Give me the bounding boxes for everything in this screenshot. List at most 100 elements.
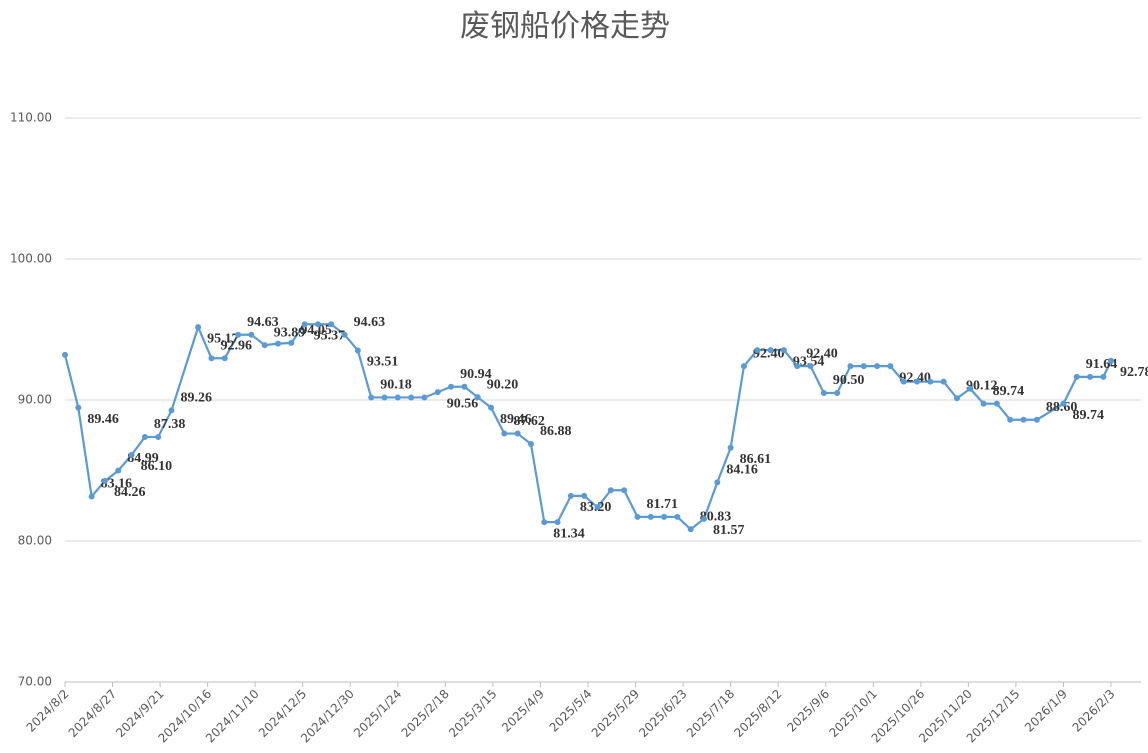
point (1100, 373, 1107, 380)
point (967, 385, 974, 392)
point (581, 492, 588, 499)
point (488, 404, 495, 411)
value-label: 90.50 (833, 373, 865, 388)
point (607, 487, 614, 494)
value-label: 87.38 (154, 417, 186, 432)
point (394, 394, 401, 401)
point (634, 513, 641, 520)
point (501, 430, 508, 437)
value-label: 88.60 (1046, 400, 1078, 415)
point (887, 363, 894, 370)
point (820, 389, 827, 396)
point (275, 340, 282, 347)
value-label: 93.51 (367, 355, 399, 370)
value-label: 89.74 (1072, 408, 1104, 423)
point (527, 440, 534, 447)
point (448, 383, 455, 390)
point (1108, 357, 1114, 364)
point (341, 331, 348, 338)
y-tick-label: 90.00 (18, 393, 52, 407)
x-tick-label: 2024/8/27 (66, 687, 119, 740)
point (754, 347, 761, 354)
point (993, 400, 1000, 407)
point (1073, 373, 1080, 380)
point (927, 378, 934, 385)
value-label: 89.74 (993, 384, 1024, 399)
value-label: 92.40 (753, 346, 785, 361)
value-label: 81.71 (646, 497, 678, 512)
point (900, 378, 907, 385)
point (674, 513, 681, 520)
point (408, 394, 415, 401)
value-label: 81.34 (553, 526, 585, 541)
x-tick-label: 2025/5/4 (547, 687, 595, 735)
value-label: 95.37 (314, 329, 346, 344)
point (847, 363, 854, 370)
x-tick-label: 2025/8/12 (731, 687, 784, 740)
point (953, 395, 960, 402)
x-tick-label: 2025/5/29 (589, 687, 642, 740)
point (687, 526, 694, 533)
value-label: 90.20 (487, 377, 519, 392)
y-tick-label: 110.00 (10, 111, 52, 125)
value-label: 90.56 (447, 396, 479, 411)
point (421, 394, 428, 401)
point (381, 394, 388, 401)
point (141, 433, 148, 440)
point (807, 363, 814, 370)
chart-title: 废钢船价格走势 (460, 9, 670, 44)
point (914, 378, 921, 385)
value-label: 93.89 (274, 325, 306, 340)
point (740, 363, 747, 370)
point (727, 444, 734, 451)
point (235, 331, 242, 338)
x-tick-label: 2025/6/23 (636, 687, 689, 740)
point (62, 351, 68, 358)
x-tick-label: 2025/7/18 (684, 687, 737, 740)
value-label: 94.63 (354, 315, 386, 330)
point (621, 487, 628, 494)
point (221, 355, 228, 362)
point (594, 504, 601, 511)
point (168, 407, 175, 414)
point (780, 347, 787, 354)
point (860, 363, 867, 370)
x-tick-label: 2025/2/18 (399, 687, 452, 740)
y-tick-label: 100.00 (10, 252, 52, 266)
value-label: 92.40 (899, 370, 931, 385)
x-tick-label: 2025/9/6 (784, 687, 832, 735)
point (368, 394, 375, 401)
point (208, 355, 215, 362)
point (661, 513, 668, 520)
point (567, 492, 574, 499)
value-label: 84.99 (127, 451, 159, 466)
x-tick-label: 2026/2/3 (1070, 687, 1118, 735)
value-label: 94.63 (247, 315, 279, 330)
point (75, 404, 82, 411)
point (461, 383, 468, 390)
point (195, 324, 202, 331)
value-label: 92.40 (806, 346, 838, 361)
point (301, 321, 308, 328)
value-label: 89.46 (87, 412, 119, 427)
point (1033, 416, 1040, 423)
x-tick-label: 2026/1/9 (1022, 687, 1070, 735)
y-tick-label: 70.00 (18, 675, 52, 689)
y-tick-label: 80.00 (18, 534, 52, 548)
value-label: 80.83 (700, 510, 732, 525)
point (554, 519, 561, 526)
point (128, 451, 135, 458)
value-label: 92.78 (1120, 365, 1148, 380)
point (514, 430, 521, 437)
value-label: 90.12 (966, 379, 998, 394)
point (314, 321, 321, 328)
point (261, 342, 268, 349)
x-tick-label: 2025/1/24 (351, 687, 404, 740)
value-label: 83.16 (101, 477, 133, 492)
point (714, 479, 721, 486)
point (1087, 373, 1094, 380)
value-label: 92.96 (220, 338, 252, 353)
value-label: 89.26 (181, 391, 213, 406)
value-label: 86.88 (540, 424, 572, 439)
